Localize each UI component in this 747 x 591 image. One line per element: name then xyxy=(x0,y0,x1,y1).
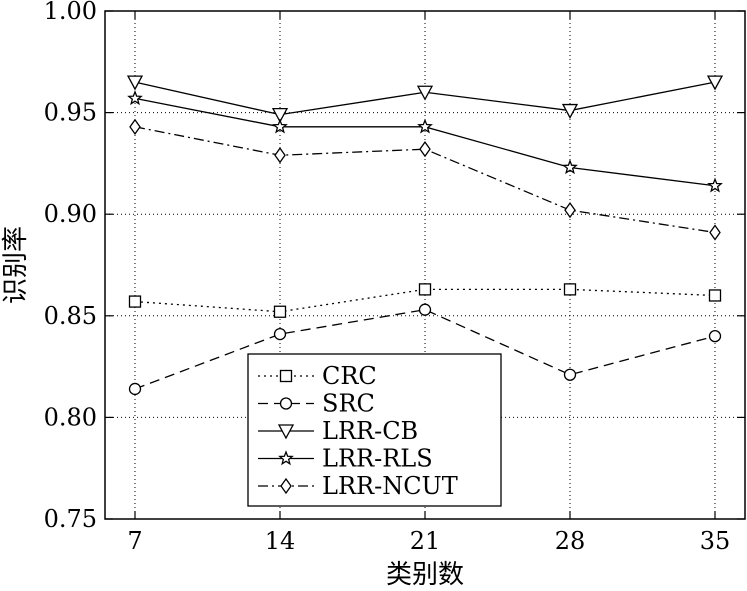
point-lrr-rls xyxy=(562,159,578,175)
series-lrr-cb xyxy=(126,75,724,124)
y-tick-label: 0.90 xyxy=(44,200,97,228)
point-src xyxy=(418,303,432,316)
point-lrr-ncut xyxy=(564,202,576,219)
x-axis-title: 类别数 xyxy=(386,560,464,590)
legend-marker-lrr-ncut xyxy=(280,477,292,495)
legend-label-lrr-cb: LRR-CB xyxy=(322,417,418,445)
legend-label-src: SRC xyxy=(322,390,375,418)
point-lrr-ncut xyxy=(274,147,286,164)
y-tick-label: 0.75 xyxy=(44,505,97,533)
point-lrr-cb xyxy=(271,107,289,124)
y-tick-label: 1.00 xyxy=(44,0,97,25)
point-lrr-cb xyxy=(416,85,434,101)
legend-marker-lrr-rls xyxy=(278,450,294,466)
point-src xyxy=(563,368,577,381)
legend-label-lrr-ncut: LRR-NCUT xyxy=(322,472,458,500)
legend-marker-src xyxy=(279,397,293,410)
point-crc xyxy=(708,289,722,302)
x-tick-label: 14 xyxy=(265,527,296,555)
legend-label-crc: CRC xyxy=(322,362,377,390)
legend-label-lrr-rls: LRR-RLS xyxy=(322,445,433,473)
point-lrr-rls xyxy=(417,118,433,134)
point-src xyxy=(273,327,287,341)
y-tick-label: 0.80 xyxy=(44,403,97,431)
series-crc xyxy=(128,283,722,318)
x-tick-label: 7 xyxy=(127,527,142,555)
series-line-crc xyxy=(134,288,716,313)
x-tick-label: 28 xyxy=(555,527,586,555)
point-lrr-rls xyxy=(272,118,288,134)
x-tick-label: 21 xyxy=(410,527,441,555)
legend-item-src: SRC xyxy=(258,390,375,418)
point-lrr-cb xyxy=(706,75,724,91)
legend-item-lrr-rls: LRR-RLS xyxy=(258,445,433,473)
legend-item-lrr-ncut: LRR-NCUT xyxy=(258,472,458,500)
point-crc xyxy=(563,283,577,296)
series-line-src xyxy=(134,309,716,390)
point-lrr-cb xyxy=(126,75,144,91)
point-crc xyxy=(128,295,142,308)
legend-item-lrr-cb: LRR-CB xyxy=(258,417,418,445)
legend-item-crc: CRC xyxy=(258,362,377,390)
point-src xyxy=(708,329,722,343)
point-src xyxy=(128,382,142,396)
legend-marker-crc xyxy=(279,369,293,383)
point-lrr-cb xyxy=(561,103,579,119)
y-tick-label: 0.95 xyxy=(44,99,97,127)
series-src xyxy=(128,303,722,396)
y-tick-label: 0.85 xyxy=(44,302,97,330)
axes-layer: 7 14 21 28 35 0.75 0.80 0.85 0.90 0.95 1.00 xyxy=(44,0,746,555)
point-crc xyxy=(418,283,432,296)
point-lrr-ncut xyxy=(129,118,141,135)
point-lrr-rls xyxy=(707,177,723,193)
y-axis-title: 识别率 xyxy=(1,226,31,304)
point-lrr-ncut xyxy=(709,224,721,241)
series-lrr-ncut xyxy=(129,118,721,241)
point-lrr-rls xyxy=(127,90,143,106)
legend-marker-lrr-cb xyxy=(277,424,295,440)
point-lrr-ncut xyxy=(419,141,431,158)
x-tick-label: 35 xyxy=(700,527,731,555)
point-crc xyxy=(273,305,287,318)
series-lrr-rls xyxy=(127,90,723,193)
series-layer xyxy=(126,75,724,396)
